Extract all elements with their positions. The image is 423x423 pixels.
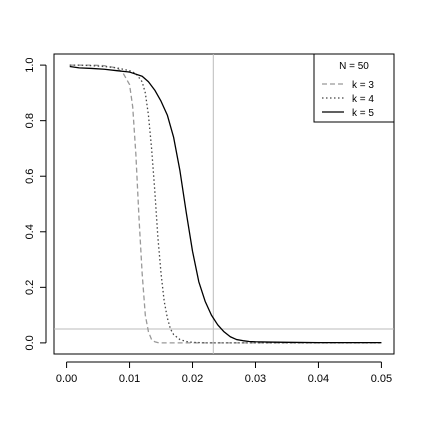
x-tick-label: 0.02 xyxy=(182,373,203,385)
x-tick-label: 0.01 xyxy=(119,373,140,385)
series-group xyxy=(69,64,382,344)
legend: N = 50 k = 3 k = 4 k = 5 xyxy=(313,53,395,123)
x-tick-label: 0.03 xyxy=(245,373,266,385)
legend-label-k4: k = 4 xyxy=(352,94,374,105)
y-tick-label: 0.4 xyxy=(24,224,36,239)
series-line-k5 xyxy=(69,65,382,344)
legend-box xyxy=(313,53,395,123)
x-tick-label: 0.04 xyxy=(308,373,329,385)
legend-label-k5: k = 5 xyxy=(352,108,374,119)
y-tick-label: 0.2 xyxy=(24,280,36,295)
y-tick-label: 1.0 xyxy=(24,57,36,72)
series-line-k3 xyxy=(69,64,382,344)
y-tick-label: 0.6 xyxy=(24,169,36,184)
legend-label-k3: k = 3 xyxy=(352,80,374,91)
legend-title: N = 50 xyxy=(339,61,369,72)
x-axis: 0.00 0.01 0.02 0.03 0.04 0.05 xyxy=(56,361,392,385)
series-line-k4 xyxy=(69,64,382,344)
plot-frame xyxy=(53,53,395,355)
y-axis: 0.0 0.2 0.4 0.6 0.8 1.0 xyxy=(24,57,47,351)
y-tick-label: 0.8 xyxy=(24,113,36,128)
y-tick-label: 0.0 xyxy=(24,335,36,350)
x-tick-label: 0.00 xyxy=(56,373,77,385)
x-tick-label: 0.05 xyxy=(371,373,392,385)
